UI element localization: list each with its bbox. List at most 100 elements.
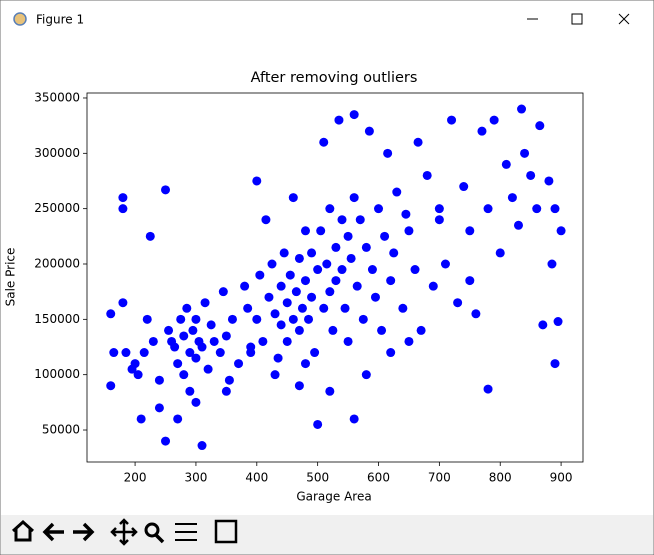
chart-title: After removing outliers xyxy=(251,70,418,86)
point xyxy=(413,137,423,147)
close-button[interactable] xyxy=(618,13,630,25)
point xyxy=(252,176,262,186)
point xyxy=(145,231,155,241)
point xyxy=(285,270,295,280)
point xyxy=(148,336,158,346)
configure-button[interactable] xyxy=(175,523,197,541)
point xyxy=(352,281,362,291)
point xyxy=(349,110,359,120)
point xyxy=(288,314,298,324)
point xyxy=(550,204,560,214)
point xyxy=(550,359,560,369)
point xyxy=(206,320,216,330)
point xyxy=(182,303,192,313)
point xyxy=(410,265,420,275)
point xyxy=(273,353,283,363)
point xyxy=(276,281,286,291)
save-button[interactable] xyxy=(214,519,238,544)
point xyxy=(398,303,408,313)
point xyxy=(401,209,411,219)
point xyxy=(133,370,143,380)
point xyxy=(154,375,164,385)
point xyxy=(173,414,183,424)
point xyxy=(243,303,253,313)
point xyxy=(346,253,356,263)
point xyxy=(361,242,371,252)
plot: After removing outliers Garage Area Sale… xyxy=(4,70,584,504)
point xyxy=(337,265,347,275)
forward-button[interactable] xyxy=(73,522,95,542)
point xyxy=(389,248,399,258)
point xyxy=(282,298,292,308)
point xyxy=(246,342,256,352)
point xyxy=(355,215,365,225)
x-tick-label: 200 xyxy=(124,471,147,485)
point xyxy=(459,182,469,192)
point xyxy=(386,348,396,358)
y-tick-label: 50000 xyxy=(42,423,80,437)
point xyxy=(361,370,371,380)
point xyxy=(340,303,350,313)
y-tick-label: 150000 xyxy=(34,312,80,326)
title-bar: Figure 1 xyxy=(13,12,630,27)
point xyxy=(218,287,228,297)
point xyxy=(334,115,344,125)
point xyxy=(483,204,493,214)
x-tick-label: 700 xyxy=(428,471,451,485)
point xyxy=(328,325,338,335)
point xyxy=(176,314,186,324)
back-button[interactable] xyxy=(42,522,64,542)
point xyxy=(392,187,402,197)
point xyxy=(221,386,231,396)
x-tick-label: 900 xyxy=(550,471,573,485)
point xyxy=(501,159,511,169)
x-tick-label: 400 xyxy=(245,471,268,485)
point xyxy=(276,320,286,330)
point xyxy=(343,336,353,346)
point xyxy=(313,419,323,429)
point xyxy=(118,298,128,308)
point xyxy=(483,384,493,394)
point xyxy=(170,342,180,352)
y-axis-label: Sale Price xyxy=(4,248,18,307)
home-button[interactable] xyxy=(11,519,35,542)
point xyxy=(142,314,152,324)
point xyxy=(294,253,304,263)
pan-button[interactable] xyxy=(110,518,138,546)
point xyxy=(477,126,487,136)
point xyxy=(164,325,174,335)
point xyxy=(261,215,271,225)
point xyxy=(264,292,274,302)
point xyxy=(282,336,292,346)
point xyxy=(191,397,201,407)
point xyxy=(535,121,545,131)
point xyxy=(191,314,201,324)
point xyxy=(547,259,557,269)
point xyxy=(343,231,353,241)
point xyxy=(300,359,310,369)
maximize-button[interactable] xyxy=(571,13,583,25)
point xyxy=(109,348,119,358)
point xyxy=(520,148,530,158)
point xyxy=(191,353,201,363)
point xyxy=(440,259,450,269)
point xyxy=(136,414,146,424)
zoom-button[interactable] xyxy=(144,522,165,544)
point xyxy=(434,215,444,225)
point xyxy=(495,248,505,258)
point xyxy=(270,309,280,319)
point xyxy=(404,226,414,236)
point xyxy=(197,342,207,352)
point xyxy=(325,204,335,214)
point xyxy=(319,303,329,313)
point xyxy=(358,314,368,324)
point xyxy=(383,148,393,158)
point xyxy=(197,441,207,451)
x-axis-label: Garage Area xyxy=(296,490,371,504)
app-icon xyxy=(13,12,27,26)
point xyxy=(200,298,210,308)
point xyxy=(349,414,359,424)
point xyxy=(364,126,374,136)
x-tick-label: 500 xyxy=(306,471,329,485)
